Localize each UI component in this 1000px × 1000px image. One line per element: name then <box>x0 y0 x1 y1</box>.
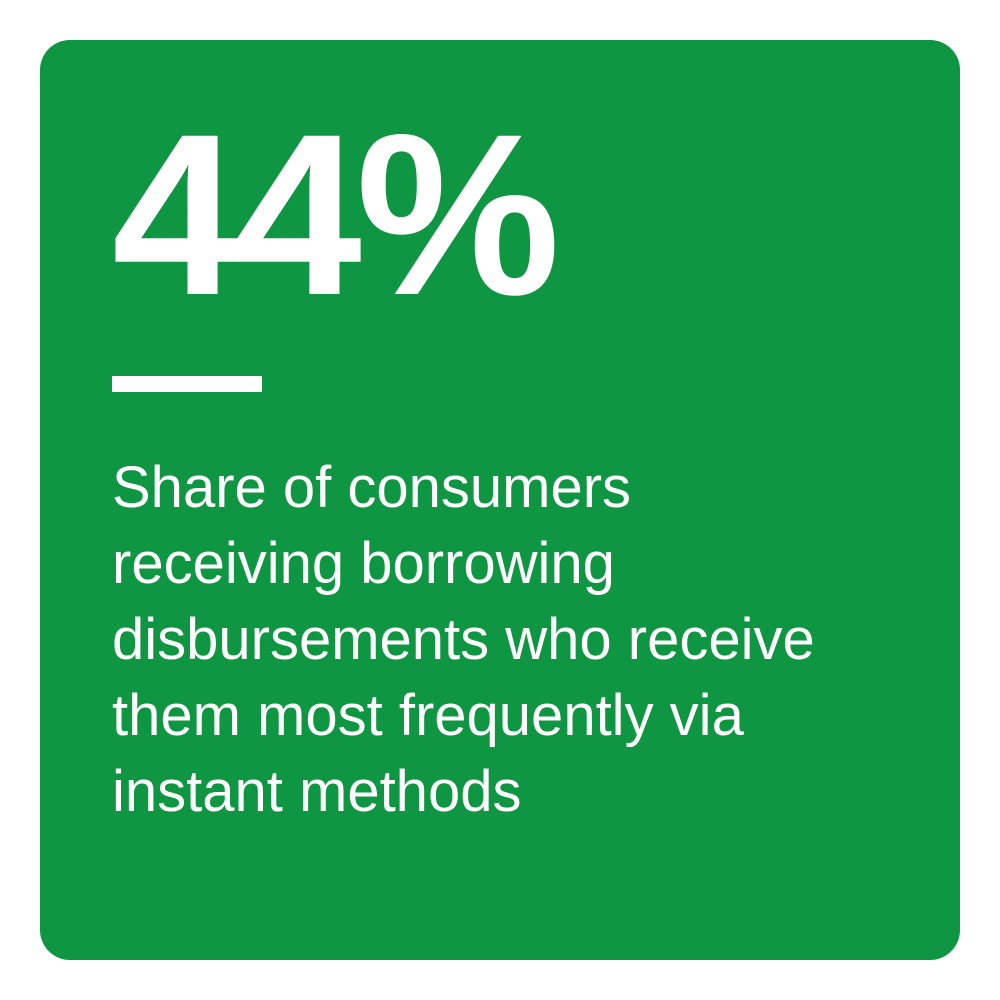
stat-description: Share of consumers receiving borrowing d… <box>112 450 860 830</box>
divider <box>112 376 262 392</box>
stage: 44% Share of consumers receiving borrowi… <box>0 0 1000 1000</box>
stat-value: 44% <box>112 100 860 330</box>
stat-card: 44% Share of consumers receiving borrowi… <box>40 40 960 960</box>
